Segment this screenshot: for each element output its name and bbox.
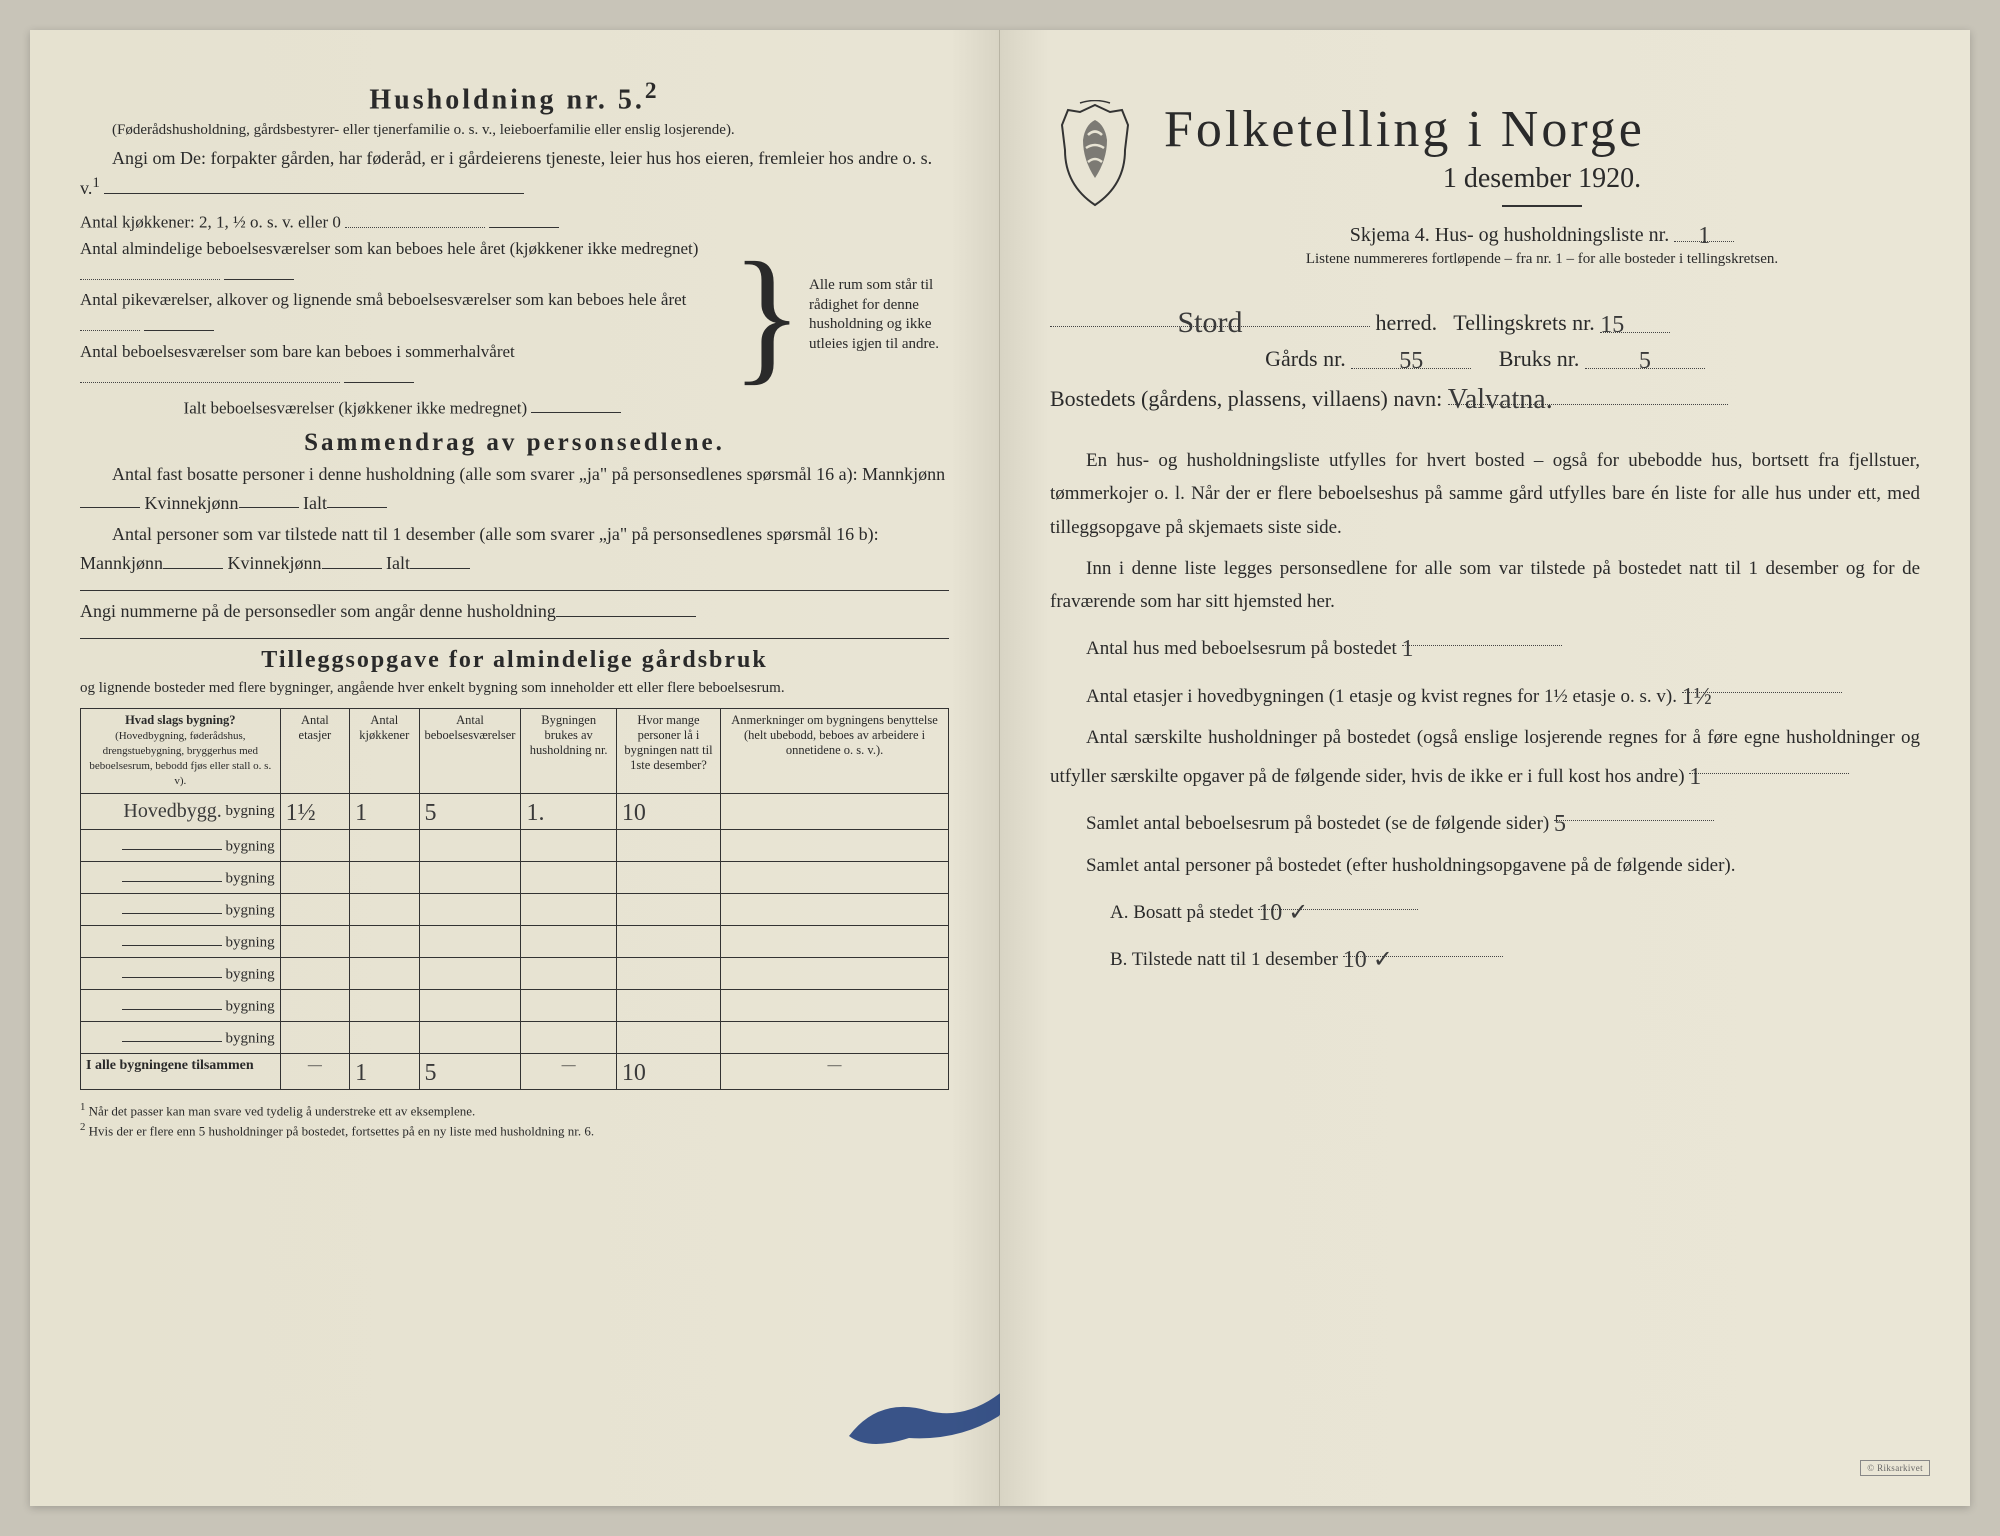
bosted-row: Bostedets (gårdens, plassens, villaens) …: [1050, 382, 1920, 412]
household-title: Husholdning nr. 5.2: [80, 78, 949, 116]
note2-lead: Angi om De:: [112, 148, 206, 168]
note2-sup: 1: [92, 175, 100, 191]
date-subtitle: 1 desember 1920.: [1164, 163, 1920, 195]
para1: En hus- og husholdningsliste utfylles fo…: [1050, 444, 1920, 544]
brace-text: Alle rum som står til rådighet for denne…: [809, 276, 949, 354]
supp-sub: og lignende bosteder med flere bygninger…: [80, 678, 949, 698]
qa: A. Bosatt på stedet 10 ✓: [1050, 890, 1920, 929]
q4: Samlet antal beboelsesrum på bostedet (s…: [1050, 801, 1920, 840]
table-row: bygning: [81, 925, 949, 957]
qb: B. Tilstede natt til 1 desember 10 ✓: [1050, 937, 1920, 976]
q1: Antal hus med beboelsesrum på bostedet 1: [1050, 626, 1920, 665]
document-spread: Husholdning nr. 5.2 (Føderådshusholdning…: [30, 30, 1970, 1506]
gard-row: Gårds nr. 55 Bruks nr. 5: [1050, 346, 1920, 372]
ink-blot: [839, 1366, 1019, 1456]
title-block: Folketelling i Norge 1 desember 1920. Sk…: [1164, 100, 1920, 286]
right-header: Folketelling i Norge 1 desember 1920. Sk…: [1050, 100, 1920, 286]
table-body: Hovedbygg. bygning 1½ 1 5 1. 10 bygning …: [81, 793, 949, 1089]
supp-title: Tilleggsopgave for almindelige gårdsbruk: [80, 647, 949, 674]
note1: (Føderådshusholdning, gårdsbestyrer- ell…: [80, 120, 949, 140]
rooms-total: Ialt beboelsesværelser (kjøkkener ikke m…: [80, 395, 725, 421]
para2: Inn i denne liste legges personsedlene f…: [1050, 552, 1920, 619]
summary-l3: Angi nummerne på de personsedler som ang…: [80, 597, 949, 626]
rooms-l3: Antal pikeværelser, alkover og lignende …: [80, 287, 725, 339]
table-row: bygning: [81, 861, 949, 893]
q2: Antal etasjer i hovedbygningen (1 etasje…: [1050, 674, 1920, 713]
buildings-table: Hvad slags bygning?(Hovedbygning, føderå…: [80, 708, 949, 1090]
th4: Antal beboelsesværelser: [419, 708, 521, 793]
listene-note: Listene nummereres fortløpende – fra nr.…: [1164, 251, 1920, 268]
th3: Antal kjøkkener: [350, 708, 419, 793]
title-sup: 2: [645, 78, 660, 104]
q5: Samlet antal personer på bostedet (efter…: [1050, 849, 1920, 882]
divider: [1502, 205, 1582, 207]
brace-symbol: }: [725, 248, 809, 383]
note2-fill: [104, 175, 524, 195]
fn2: 2 Hvis der er flere enn 5 husholdninger …: [80, 1120, 949, 1140]
th2: Antal etasjer: [280, 708, 349, 793]
table-row: bygning: [81, 989, 949, 1021]
table-row: bygning: [81, 829, 949, 861]
coat-of-arms-icon: [1050, 100, 1140, 210]
archive-stamp: © Riksarkivet: [1860, 1460, 1930, 1476]
rule1: [80, 590, 949, 591]
skjema-line: Skjema 4. Hus- og husholdningsliste nr. …: [1164, 221, 1920, 247]
rooms-l4: Antal beboelsesværelser som bare kan beb…: [80, 339, 725, 391]
right-page: Folketelling i Norge 1 desember 1920. Sk…: [1000, 30, 1970, 1506]
table-head: Hvad slags bygning?(Hovedbygning, føderå…: [81, 708, 949, 793]
th1: Hvad slags bygning?(Hovedbygning, føderå…: [81, 708, 281, 793]
household-title-text: Husholdning nr. 5.: [369, 84, 645, 115]
table-row: bygning: [81, 893, 949, 925]
table-row: bygning: [81, 1021, 949, 1053]
note2: Angi om De: forpakter gården, har føderå…: [80, 145, 949, 204]
th6: Hvor mange personer lå i bygningen natt …: [616, 708, 720, 793]
table-total-row: I alle bygningene tilsammen — 1 5 — 10 —: [81, 1053, 949, 1089]
rooms-l1: Antal kjøkkener: 2, 1, ½ o. s. v. eller …: [80, 209, 725, 235]
th5: Bygningen brukes av husholdning nr.: [521, 708, 616, 793]
left-page: Husholdning nr. 5.2 (Føderådshusholdning…: [30, 30, 1000, 1506]
fn1: 1 Når det passer kan man svare ved tydel…: [80, 1100, 949, 1120]
table-row: bygning: [81, 957, 949, 989]
summary-l2: Antal personer som var tilstede natt til…: [80, 521, 949, 578]
herred-row: Stord herred. Tellingskrets nr. 15: [1050, 304, 1920, 336]
summary-l1: Antal fast bosatte personer i denne hush…: [80, 461, 949, 518]
th7: Anmerkninger om bygningens benyttelse (h…: [721, 708, 949, 793]
table-row: Hovedbygg. bygning 1½ 1 5 1. 10: [81, 793, 949, 829]
rule2: [80, 638, 949, 639]
rooms-l2: Antal almindelige beboelsesværelser som …: [80, 236, 725, 288]
footnotes: 1 Når det passer kan man svare ved tydel…: [80, 1100, 949, 1140]
q3: Antal særskilte husholdninger på bostede…: [1050, 721, 1920, 794]
main-title: Folketelling i Norge: [1164, 100, 1920, 159]
rooms-lines: Antal kjøkkener: 2, 1, ½ o. s. v. eller …: [80, 209, 725, 420]
rooms-block: Antal kjøkkener: 2, 1, ½ o. s. v. eller …: [80, 209, 949, 420]
summary-title: Sammendrag av personsedlene.: [80, 429, 949, 457]
